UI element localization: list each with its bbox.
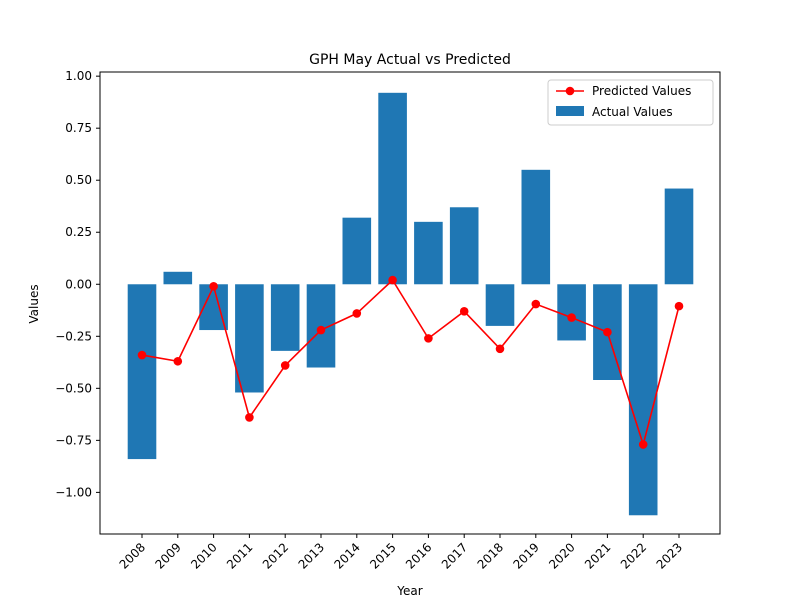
bar-actual-2012 xyxy=(270,284,300,351)
y-tick-label: 0.00 xyxy=(65,277,92,291)
y-tick-label: −1.00 xyxy=(55,485,92,499)
bar-actual-2008 xyxy=(127,284,157,460)
legend-label-predicted: Predicted Values xyxy=(592,84,691,98)
y-axis-label: Values xyxy=(27,284,41,323)
point-predicted-2023 xyxy=(674,301,684,311)
y-tick-label: −0.50 xyxy=(55,381,92,395)
legend-marker-swatch xyxy=(565,86,575,96)
y-tick-label: 0.50 xyxy=(65,173,92,187)
point-predicted-2011 xyxy=(245,413,254,422)
y-tick-label: −0.25 xyxy=(55,329,92,343)
bar-actual-2020 xyxy=(557,284,586,341)
legend-label-actual: Actual Values xyxy=(592,105,673,119)
bar-actual-2017 xyxy=(449,207,479,285)
point-predicted-2017 xyxy=(459,307,469,316)
legend-bar-swatch xyxy=(556,106,584,116)
point-predicted-2012 xyxy=(280,361,290,370)
point-predicted-2013 xyxy=(316,325,326,335)
point-predicted-2019 xyxy=(531,299,541,309)
bar-actual-2019 xyxy=(521,169,551,285)
bar-actual-2016 xyxy=(414,221,443,285)
x-axis-label: Year xyxy=(396,584,422,598)
bar-actual-2018 xyxy=(485,284,515,326)
bar-actual-2022 xyxy=(628,284,658,516)
chart-title: GPH May Actual vs Predicted xyxy=(309,52,511,68)
legend-box xyxy=(547,79,714,126)
point-predicted-2018 xyxy=(495,344,505,354)
point-predicted-2009 xyxy=(173,356,183,366)
line-predicted xyxy=(141,278,680,448)
point-predicted-2010 xyxy=(209,282,218,291)
point-predicted-2022 xyxy=(638,440,648,449)
point-predicted-2020 xyxy=(567,313,576,322)
bar-actual-2015 xyxy=(378,92,407,285)
bar-actual-2009 xyxy=(163,271,193,285)
axes-frame xyxy=(99,71,721,535)
plot-area: −1.00 −0.75 −0.50 −0.25 0.00 0.25 0.50 0.75 1.00… xyxy=(55,69,721,572)
point-predicted-2015 xyxy=(388,275,397,285)
bar-actual-2011 xyxy=(235,284,264,393)
bar-actual-2023 xyxy=(664,188,694,285)
y-tick-label: 1.00 xyxy=(65,69,92,83)
bar-actual-2014 xyxy=(342,217,372,285)
y-tick-label: 0.75 xyxy=(65,121,92,135)
point-predicted-2016 xyxy=(424,334,433,343)
point-predicted-2008 xyxy=(137,350,147,360)
y-tick-label: 0.25 xyxy=(65,225,92,239)
point-predicted-2021 xyxy=(603,327,612,337)
point-predicted-2014 xyxy=(352,309,362,318)
y-tick-label: −0.75 xyxy=(55,433,92,447)
legend: Predicted Values Actual Values xyxy=(547,79,714,126)
